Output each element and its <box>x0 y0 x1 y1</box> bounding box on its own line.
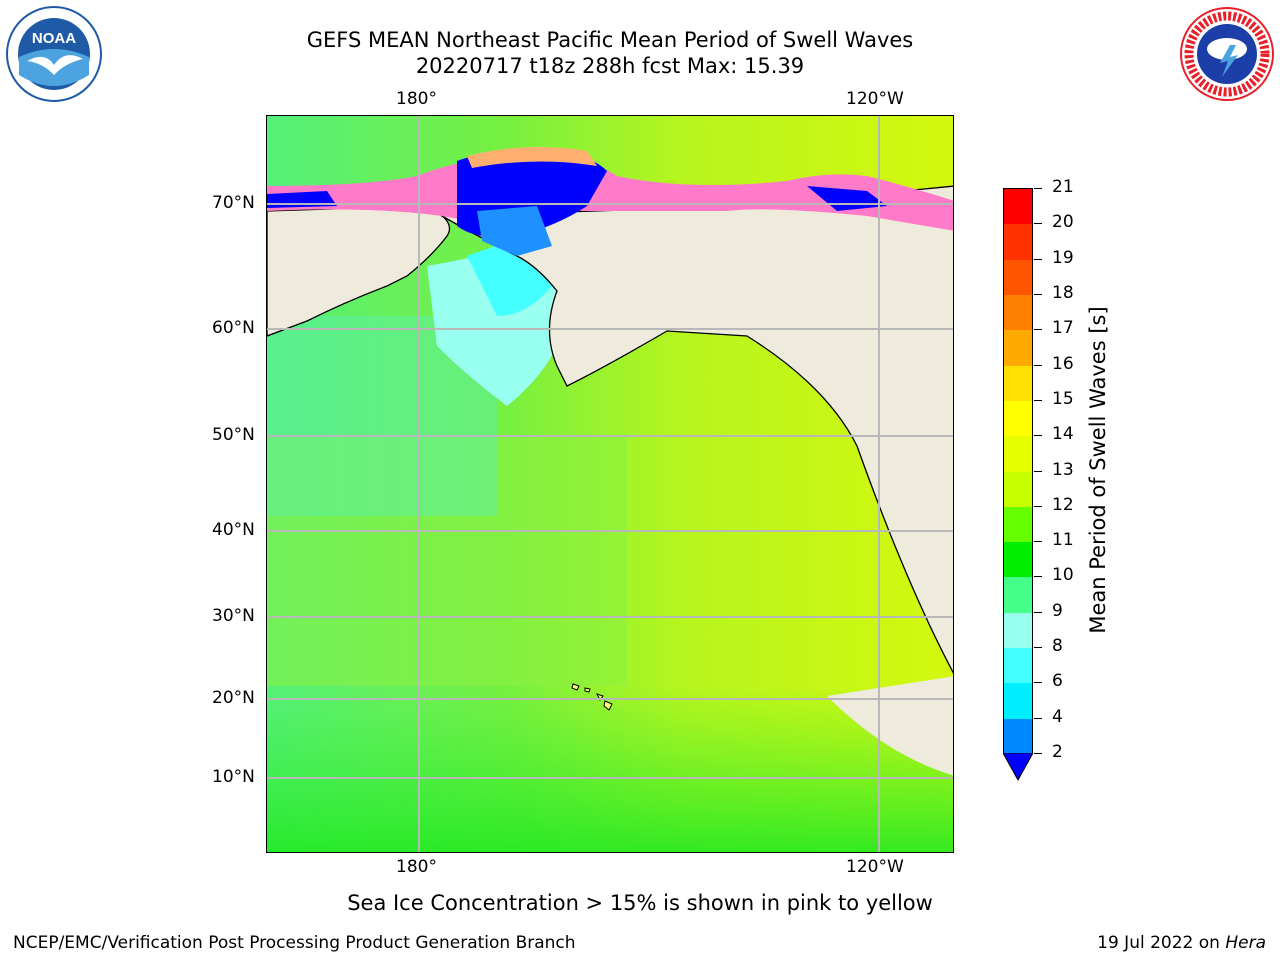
colorbar-segment <box>1004 506 1032 543</box>
colorbar-tick <box>1034 329 1042 331</box>
lat-label-60n: 60°N <box>212 318 255 338</box>
colorbar-tick-label: 11 <box>1052 530 1074 551</box>
colorbar-segment <box>1004 471 1032 508</box>
east-siberian-blue <box>267 191 337 208</box>
lat-label-70n: 70°N <box>212 193 255 213</box>
colorbar-segment <box>1004 648 1032 684</box>
mexico-land <box>827 676 953 776</box>
colorbar-tick <box>1034 682 1042 684</box>
colorbar-tick-label: 14 <box>1052 424 1074 445</box>
colorbar-tick <box>1034 647 1042 649</box>
colorbar-tick <box>1034 505 1042 507</box>
top-lon-label-180: 180° <box>396 89 437 109</box>
map-canvas <box>267 116 953 852</box>
colorbar-tick <box>1034 293 1042 295</box>
colorbar-tick-label: 16 <box>1052 353 1074 374</box>
colorbar-tick-label: 6 <box>1052 671 1063 692</box>
colorbar-segment <box>1004 612 1032 649</box>
sea-ice-caption: Sea Ice Concentration > 15% is shown in … <box>347 891 933 915</box>
map-title-line2: 20220717 t18z 288h fcst Max: 15.39 <box>415 54 805 78</box>
lat-label-10n: 10°N <box>212 767 255 787</box>
colorbar-tick-label: 20 <box>1052 212 1074 233</box>
hawaii-islands <box>571 683 613 711</box>
colorbar-tick-label: 13 <box>1052 459 1074 480</box>
footer-host: Hera <box>1225 933 1266 953</box>
colorbar-title: Mean Period of Swell Waves [s] <box>1086 306 1110 634</box>
colorbar-tick-label: 8 <box>1052 636 1063 657</box>
colorbar-tick <box>1034 364 1042 366</box>
colorbar-segment <box>1004 294 1032 331</box>
colorbar-tick-label: 18 <box>1052 282 1074 303</box>
colorbar-tick-label: 12 <box>1052 494 1074 515</box>
colorbar-tick-label: 17 <box>1052 318 1074 339</box>
lat-label-30n: 30°N <box>212 606 255 626</box>
sea-ice-pink-band <box>267 156 953 231</box>
lat-label-50n: 50°N <box>212 425 255 445</box>
colorbar-tick <box>1034 258 1042 260</box>
map-gridlines <box>267 116 953 852</box>
colorbar-segment <box>1004 400 1032 437</box>
colorbar-tick <box>1034 188 1042 189</box>
colorbar-tick <box>1034 223 1042 225</box>
nws-logo-icon <box>1178 5 1276 103</box>
colorbar-segment <box>1004 436 1032 472</box>
colorbar-segment <box>1004 718 1032 755</box>
colorbar-tick-label: 10 <box>1052 565 1074 586</box>
ice-orange-edge <box>467 147 597 168</box>
bottom-lon-label-180: 180° <box>396 857 437 877</box>
colorbar-segment <box>1004 365 1032 402</box>
colorbar-tick-label: 21 <box>1052 177 1074 197</box>
chukchi-lightblue-region <box>477 206 552 256</box>
colorbar-tick <box>1034 470 1042 472</box>
colorbar-tick-label: 15 <box>1052 388 1074 409</box>
colorbar-segment <box>1004 542 1032 578</box>
colorbar-tick <box>1034 541 1042 543</box>
map-title-line1: GEFS MEAN Northeast Pacific Mean Period … <box>306 28 914 52</box>
colorbar-segment <box>1004 330 1032 367</box>
lat-label-40n: 40°N <box>212 520 255 540</box>
colorbar-segment <box>1004 683 1032 720</box>
lat-label-20n: 20°N <box>212 688 255 708</box>
noaa-logo-text: NOAA <box>32 30 76 47</box>
colorbar-tick <box>1034 435 1042 437</box>
ocean-green-south-band <box>267 686 953 852</box>
colorbar-extend-arrow <box>1002 752 1034 782</box>
colorbar-tick <box>1034 576 1042 578</box>
footer-date: 19 Jul 2022 on Hera <box>1097 933 1266 953</box>
bottom-lon-label-120w: 120°W <box>846 857 904 877</box>
north-america-land <box>439 185 953 674</box>
colorbar-tick <box>1034 753 1042 754</box>
colorbar-tick <box>1034 611 1042 613</box>
colorbar-tick-label: 4 <box>1052 706 1063 727</box>
colorbar-tick <box>1034 717 1042 719</box>
colorbar-segment <box>1004 577 1032 614</box>
colorbar-segment <box>1004 259 1032 296</box>
noaa-logo-icon: NOAA <box>5 5 103 103</box>
footer-date-text: 19 Jul 2022 on <box>1097 933 1226 953</box>
footer-left-credit: NCEP/EMC/Verification Post Processing Pr… <box>13 933 576 953</box>
colorbar-tick-label: 2 <box>1052 742 1063 762</box>
top-lon-label-120w: 120°W <box>846 89 904 109</box>
swell-period-map <box>266 115 954 853</box>
colorbar-tick-label: 9 <box>1052 600 1063 621</box>
colorbar-tick-label: 19 <box>1052 247 1074 268</box>
colorbar-tick <box>1034 399 1042 401</box>
colorbar <box>1003 188 1033 755</box>
colorbar-segment <box>1004 189 1032 225</box>
colorbar-segment <box>1004 224 1032 261</box>
